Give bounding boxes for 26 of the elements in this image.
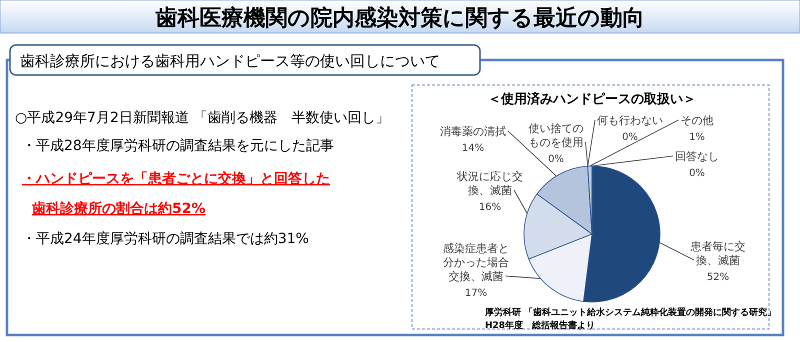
category-label: 何も行わない [597,114,663,127]
text: 0% [548,154,564,165]
category-label: 使い捨てのものを使用 [528,122,584,149]
text: H28年度 総括報告書より [485,320,596,331]
data-label: 52% [706,272,730,283]
text: 歯科診療所における歯科用ハンドピース等の使い回しについて [20,52,440,70]
category-label: 回答なし [675,150,719,163]
data-label: 16% [478,202,502,213]
slice-label: 患者毎に交換、滅菌 [690,240,746,267]
slice-label: その他 [680,114,714,127]
slice-label: 状況に応じ交換、滅菌 [456,170,523,197]
chart-title: 歯科医療機関の院内感染対策に関する最近の動向 [154,5,644,31]
text: ＜使用済みハンドピースの取扱い＞ [488,91,696,107]
text: 0% [622,132,638,143]
text: ・平成24年度厚労科研の調査結果では約31% [22,231,309,247]
text: 歯科診療所の割合は約52% [31,200,206,217]
data-label: 14% [462,143,484,154]
data-label: 1% [689,132,705,143]
text: ・平成28年度厚労科研の調査結果を元にした記事 [22,138,334,154]
slice-label: 消毒薬の清拭 [440,125,506,138]
text: 厚労科研 「歯科ユニット給水システム純粋化装置の開発に関する研究」 [484,307,776,318]
text: 0% [689,168,705,179]
text: ・ハンドピースを「患者ごとに交換」と回答した [22,170,330,187]
text: ○平成29年7月2日新聞報道 「歯削る機器 半数使い回し」 [15,110,390,126]
data-label: 17% [464,288,488,299]
slice-label: 感染症患者と分かった場合交換、滅菌 [443,242,509,283]
